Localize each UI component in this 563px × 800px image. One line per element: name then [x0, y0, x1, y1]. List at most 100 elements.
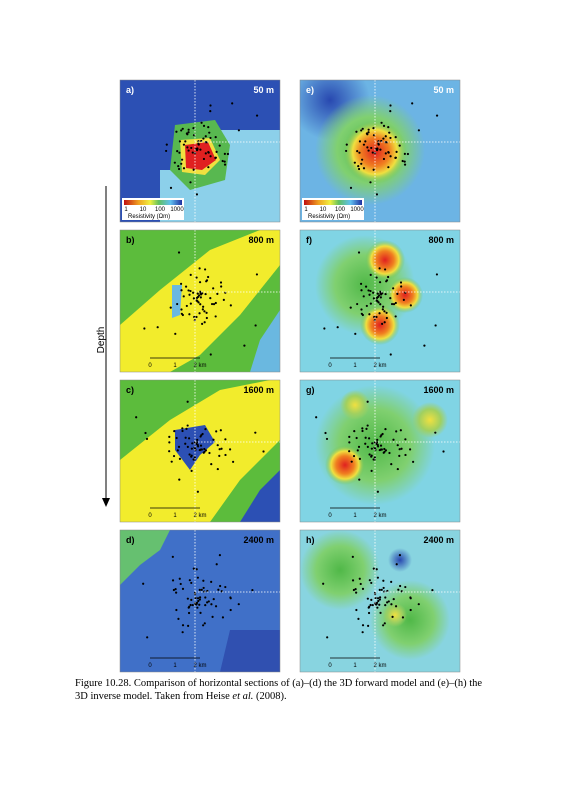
station-dot: [174, 588, 177, 591]
station-dot: [176, 302, 179, 306]
station-dot: [200, 139, 203, 143]
station-dot: [356, 302, 359, 306]
colorbar-tick-label: 100: [335, 207, 346, 213]
station-dot: [378, 588, 381, 591]
region: [240, 470, 280, 522]
station-dot: [181, 127, 184, 130]
station-dot: [175, 130, 178, 133]
station-dot: [348, 435, 351, 438]
station-dot: [188, 453, 191, 456]
station-dot: [382, 579, 385, 582]
station-dot: [191, 151, 194, 154]
panel-depth: 800 m: [248, 235, 274, 245]
station-dot: [223, 163, 227, 166]
station-dot: [398, 454, 401, 458]
station-dot: [375, 315, 378, 319]
station-dot: [372, 291, 375, 294]
scale-label: 1: [173, 513, 177, 519]
station-dot: [379, 611, 382, 614]
station-dot: [208, 451, 211, 455]
depth-arrow-head: [102, 498, 110, 507]
panel-label: g): [306, 385, 315, 395]
station-dot: [189, 603, 192, 607]
station-dot: [202, 137, 205, 140]
station-dot: [188, 437, 191, 440]
station-dot: [195, 568, 198, 571]
station-dot: [196, 597, 200, 600]
station-dot: [193, 456, 196, 459]
station-dot: [209, 136, 212, 140]
station-dot: [371, 442, 374, 445]
colorbar-tick-label: 100: [155, 207, 166, 213]
station-dot: [165, 149, 168, 153]
station-dot: [401, 616, 405, 619]
station-dot: [366, 424, 369, 427]
station-dot: [360, 308, 363, 311]
station-dot: [187, 149, 190, 152]
map-content: [300, 530, 460, 672]
station-dot: [355, 608, 358, 612]
scale-label: 2 km: [193, 513, 206, 519]
panel-label: a): [126, 85, 134, 95]
station-dot: [354, 332, 357, 335]
station-dot: [384, 292, 387, 296]
panel-frame: [299, 529, 461, 673]
station-dot: [198, 598, 201, 601]
station-dot: [387, 151, 390, 154]
station-dot: [209, 110, 212, 113]
station-dot: [232, 460, 235, 463]
station-dot: [404, 438, 407, 441]
station-dot: [204, 268, 207, 271]
station-dot: [375, 601, 379, 604]
station-dot: [173, 161, 176, 164]
station-dot: [364, 140, 367, 143]
station-dot: [170, 460, 173, 463]
station-dot: [348, 450, 351, 453]
station-dot: [190, 598, 193, 601]
station-dot: [146, 636, 149, 639]
station-dot: [199, 444, 203, 447]
station-dot: [184, 285, 188, 288]
station-dot: [195, 601, 199, 604]
station-dot: [399, 281, 403, 284]
station-dot: [205, 316, 208, 320]
colorbar-title: Resistivity (Ωm): [128, 214, 170, 220]
station-dot: [370, 454, 373, 457]
station-dot: [255, 273, 259, 276]
scale-label: 0: [328, 363, 332, 369]
blob: [387, 277, 423, 313]
station-dot: [203, 310, 206, 313]
station-dot: [386, 601, 389, 604]
station-dot: [353, 430, 356, 433]
station-dot: [369, 289, 372, 293]
station-dot: [202, 124, 206, 127]
station-dot: [220, 285, 223, 288]
station-dot: [361, 427, 364, 430]
station-dot: [203, 622, 206, 625]
station-dot: [204, 292, 207, 296]
panel-frame: [119, 529, 281, 673]
caption: Figure 10.28. Comparison of horizontal s…: [75, 677, 495, 703]
station-dot: [382, 586, 385, 590]
station-dot: [398, 448, 401, 451]
station-dot: [204, 428, 207, 431]
station-dot: [231, 102, 234, 105]
station-dot: [229, 596, 232, 599]
station-dot: [370, 581, 373, 585]
station-dot: [187, 128, 190, 131]
station-dot: [196, 147, 199, 150]
station-dot: [348, 441, 351, 444]
station-dot: [192, 297, 196, 300]
station-dot: [254, 324, 257, 327]
station-dot: [181, 158, 184, 161]
scale-label: 2 km: [373, 663, 386, 669]
station-dot: [198, 312, 201, 315]
station-dot: [366, 400, 369, 403]
station-dot: [395, 430, 398, 433]
station-dot: [385, 316, 388, 320]
station-dot: [367, 131, 370, 134]
station-dot: [324, 431, 327, 435]
station-dot: [192, 291, 195, 294]
station-dot: [173, 430, 176, 433]
station-dot: [197, 142, 200, 145]
